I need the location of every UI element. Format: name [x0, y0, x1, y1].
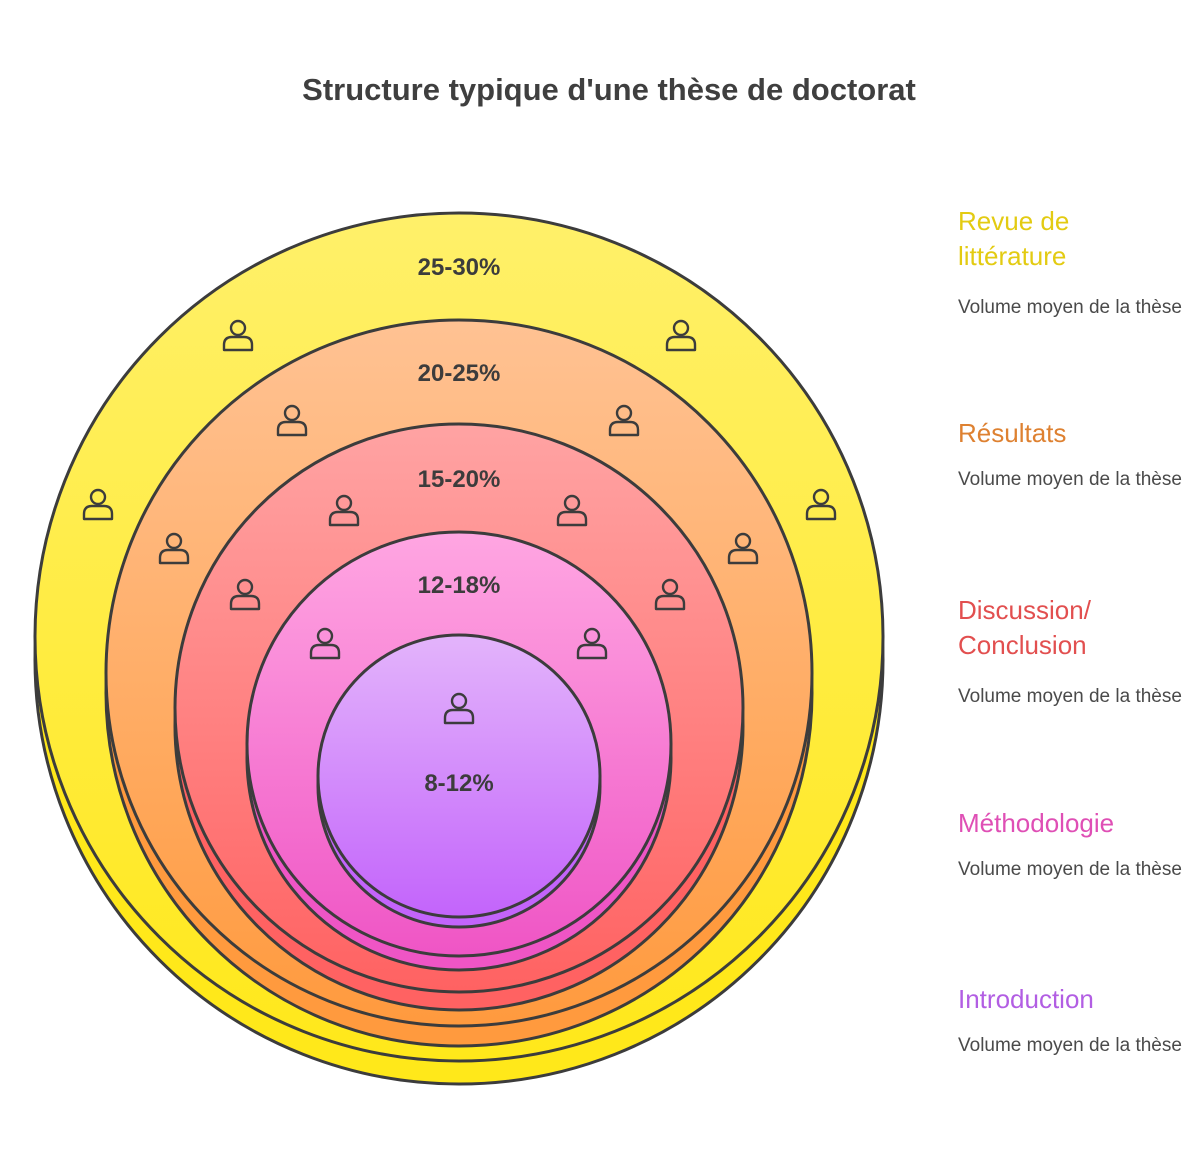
legend-item-resultats: Résultats Volume moyen de la thèse [958, 416, 1193, 493]
legend-desc-introduction: Volume moyen de la thèse [958, 1035, 1182, 1056]
legend-desc-methodologie: Volume moyen de la thèse [958, 859, 1182, 880]
percent-resultats: 20-25% [418, 360, 501, 387]
legend-title-methodologie: Méthodologie [958, 808, 1115, 838]
percent-discussion: 15-20% [418, 466, 501, 493]
legend-item-revue: Revue de littérature Volume moyen de la … [958, 204, 1193, 321]
legend-desc-revue: Volume moyen de la thèse [958, 297, 1182, 318]
nested-circle-diagram: 25-30% 20-25% 15-20% 12-18% 8 [33, 211, 885, 1086]
legend-title-revue: Revue de littérature [958, 206, 1070, 271]
legend-title-discussion: Discussion/ Conclusion [958, 595, 1091, 660]
legend-title-resultats: Résultats [958, 418, 1067, 448]
legend-item-discussion: Discussion/ Conclusion Volume moyen de l… [958, 593, 1193, 710]
percent-revue: 25-30% [418, 254, 501, 281]
legend-title-introduction: Introduction [958, 984, 1094, 1014]
legend-item-methodologie: Méthodologie Volume moyen de la thèse [958, 806, 1193, 883]
legend-desc-discussion: Volume moyen de la thèse [958, 686, 1182, 707]
page-title: Structure typique d'une thèse de doctora… [302, 72, 916, 107]
percent-introduction: 8-12% [424, 770, 493, 797]
legend-desc-resultats: Volume moyen de la thèse [958, 469, 1182, 490]
ring-introduction: 8-12% [316, 633, 602, 929]
percent-methodologie: 12-18% [418, 572, 501, 599]
legend-item-introduction: Introduction Volume moyen de la thèse [958, 982, 1193, 1059]
